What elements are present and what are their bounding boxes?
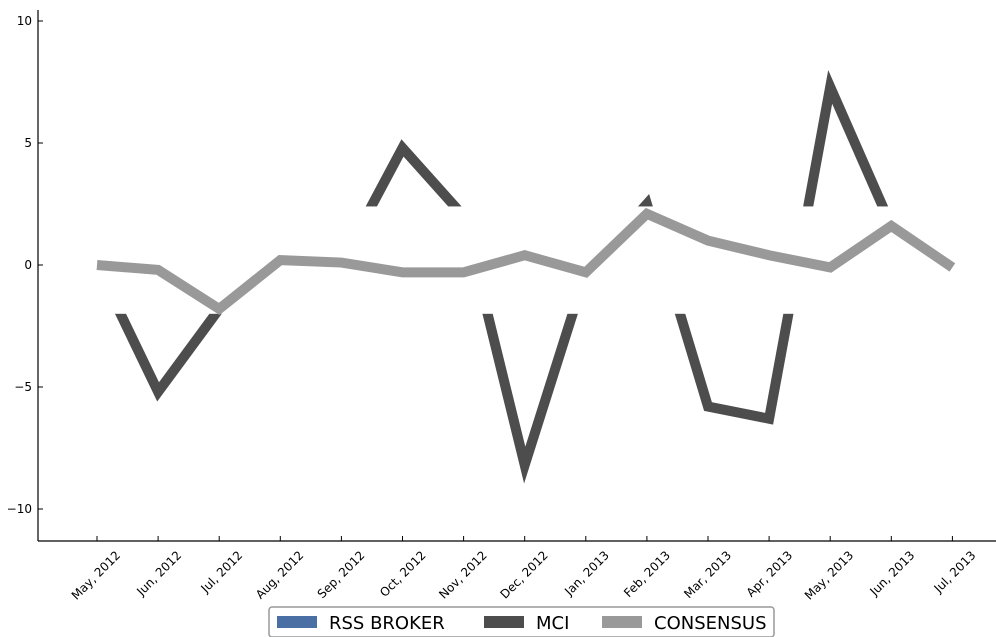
y-tick-label: 5 xyxy=(24,136,32,150)
legend-label: RSS BROKER xyxy=(329,613,445,634)
legend-label: CONSENSUS xyxy=(654,613,767,634)
x-tick-label: May, 2012 xyxy=(69,548,123,602)
x-tick-label: Mar, 2013 xyxy=(681,548,734,601)
consensus-series-line xyxy=(96,207,956,316)
x-axis-ticks: May, 2012 Jun, 2012 Jul, 2012 Aug, 2012 Sep,… xyxy=(69,536,979,603)
x-tick-label: Nov, 2012 xyxy=(436,548,489,601)
x-tick-label: Oct, 2012 xyxy=(377,548,429,600)
consensus-series-layer xyxy=(96,207,956,316)
x-tick-label: Aug, 2012 xyxy=(253,548,306,601)
x-tick-label: Jul, 2012 xyxy=(197,548,245,596)
legend: RSS BROKER MCI CONSENSUS xyxy=(268,606,775,637)
y-tick-label: 10 xyxy=(17,14,32,28)
x-tick-label: Apr, 2013 xyxy=(744,548,796,600)
legend-swatch xyxy=(602,616,642,628)
legend-swatch xyxy=(277,616,317,628)
y-tick-label: 0 xyxy=(24,258,32,272)
x-tick-label: Sep, 2012 xyxy=(315,548,368,601)
x-tick-label: Jan, 2013 xyxy=(561,548,612,599)
x-tick-label: May, 2013 xyxy=(802,548,856,602)
x-tick-label: Feb, 2013 xyxy=(621,548,673,600)
y-tick-label: −10 xyxy=(7,502,32,516)
y-tick-label: −5 xyxy=(14,380,32,394)
chart-axes xyxy=(37,10,996,542)
x-tick-label: Dec, 2012 xyxy=(498,548,551,601)
x-tick-label: Jul, 2013 xyxy=(931,548,979,596)
x-tick-label: Jun, 2012 xyxy=(133,548,184,599)
y-axis-ticks: 10 5 0 −5 −10 xyxy=(7,14,43,516)
legend-swatch xyxy=(484,616,524,628)
x-tick-label: Jun, 2013 xyxy=(867,548,918,599)
legend-label: MCI xyxy=(536,613,569,634)
